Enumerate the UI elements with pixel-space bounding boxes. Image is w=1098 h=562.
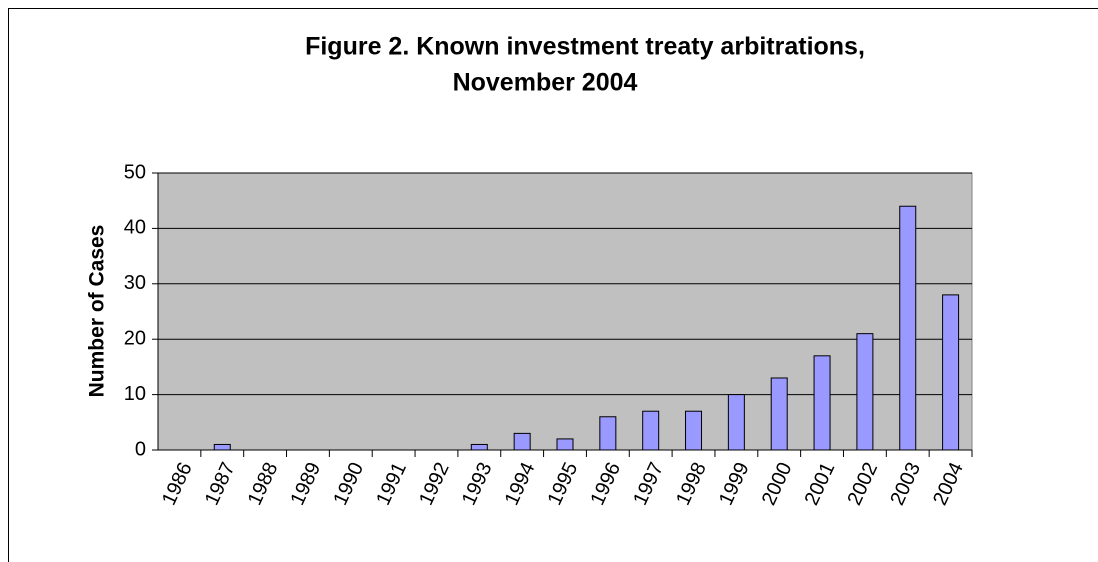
bar <box>942 294 960 451</box>
y-axis-label: Number of Cases <box>86 225 109 398</box>
bar <box>727 394 745 451</box>
bar <box>213 443 231 451</box>
y-tick-label: 40 <box>124 217 146 239</box>
bar <box>556 438 574 451</box>
y-tick-label: 50 <box>124 161 146 183</box>
y-tick-label: 10 <box>124 383 146 405</box>
bar <box>770 377 788 451</box>
bar <box>899 205 917 451</box>
bar <box>642 410 660 451</box>
bar <box>470 443 488 451</box>
bar <box>856 333 874 451</box>
plot-area <box>157 172 973 451</box>
chart-title-line: November 2004 <box>453 69 638 97</box>
y-tick-label: 0 <box>135 438 146 460</box>
y-tick-label: 20 <box>124 327 146 349</box>
y-tick-label: 30 <box>124 272 146 294</box>
bar <box>513 432 531 451</box>
bar <box>813 355 831 451</box>
bar <box>685 410 703 451</box>
bar <box>599 416 617 451</box>
chart-title-line: Figure 2. Known investment treaty arbitr… <box>305 33 865 61</box>
